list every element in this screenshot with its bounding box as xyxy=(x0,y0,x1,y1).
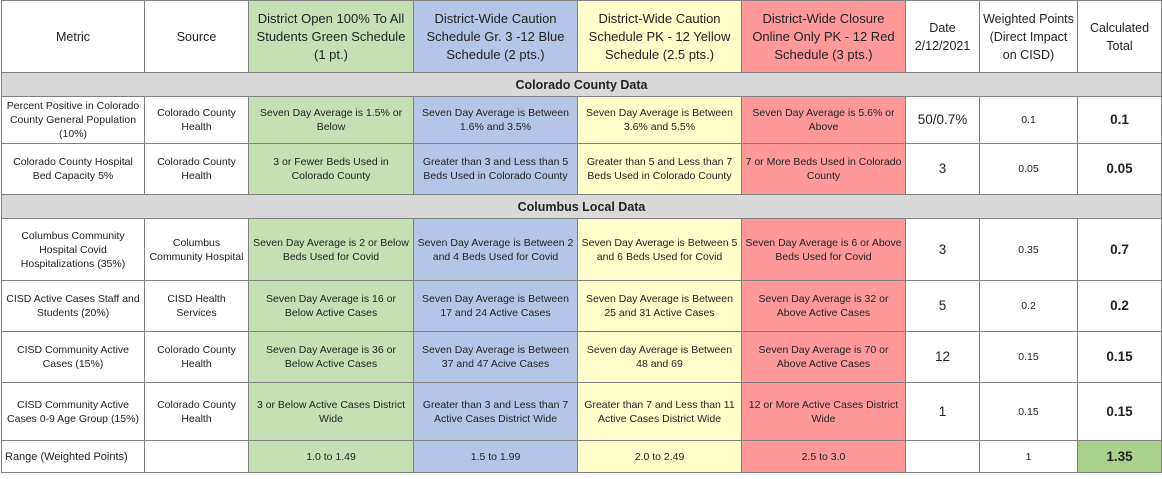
row-yellow-criterion: Seven Day Average is Between 25 and 31 A… xyxy=(577,280,742,332)
row-yellow-criterion: Seven Day Average is Between 5 and 6 Bed… xyxy=(577,218,742,281)
row-total: 0.7 xyxy=(1077,218,1162,281)
range-source xyxy=(144,440,249,473)
row-date-value: 1 xyxy=(905,382,980,441)
row-total: 0.15 xyxy=(1077,331,1162,383)
row-blue-criterion: Greater than 3 and Less than 5 Beds Used… xyxy=(413,143,578,195)
row-date-value: 3 xyxy=(905,143,980,195)
row-source: Colorado County Health xyxy=(144,143,249,195)
row-date-value: 5 xyxy=(905,280,980,332)
row-red-criterion: Seven Day Average is 5.6% or Above xyxy=(741,96,906,144)
row-metric: Colorado County Hospital Bed Capacity 5% xyxy=(1,143,145,195)
range-green: 1.0 to 1.49 xyxy=(248,440,414,473)
row-green-criterion: Seven Day Average is 1.5% or Below xyxy=(248,96,414,144)
row-metric: Percent Positive in Colorado County Gene… xyxy=(1,96,145,144)
row-date-value: 12 xyxy=(905,331,980,383)
header-date: Date 2/12/2021 xyxy=(905,0,980,73)
row-red-criterion: Seven Day Average is 70 or Above Active … xyxy=(741,331,906,383)
row-green-criterion: 3 or Fewer Beds Used in Colorado County xyxy=(248,143,414,195)
row-blue-criterion: Seven Day Average is Between 37 and 47 A… xyxy=(413,331,578,383)
section-row-county: Colorado County Data xyxy=(1,72,1162,97)
row-source: Colorado County Health xyxy=(144,331,249,383)
row-weight: 0.35 xyxy=(979,218,1078,281)
table-row: CISD Community Active Cases (15%) Colora… xyxy=(1,331,1162,383)
row-blue-criterion: Seven Day Average is Between 2 and 4 Bed… xyxy=(413,218,578,281)
row-source: Colorado County Health xyxy=(144,382,249,441)
row-yellow-criterion: Seven day Average is Between 48 and 69 xyxy=(577,331,742,383)
header-red-schedule: District-Wide Closure Online Only PK - 1… xyxy=(741,0,906,73)
header-yellow-schedule: District-Wide Caution Schedule PK - 12 Y… xyxy=(577,0,742,73)
header-blue-schedule: District-Wide Caution Schedule Gr. 3 -12… xyxy=(413,0,578,73)
range-date-value xyxy=(905,440,980,473)
row-source: CISD Health Services xyxy=(144,280,249,332)
row-weight: 0.15 xyxy=(979,382,1078,441)
row-red-criterion: 12 or More Active Cases District Wide xyxy=(741,382,906,441)
row-weight: 0.15 xyxy=(979,331,1078,383)
header-calculated-total: Calculated Total xyxy=(1077,0,1162,73)
range-yellow: 2.0 to 2.49 xyxy=(577,440,742,473)
table-row: Percent Positive in Colorado County Gene… xyxy=(1,96,1162,144)
header-source: Source xyxy=(144,0,249,73)
header-metric: Metric xyxy=(1,0,145,73)
row-metric: CISD Community Active Cases (15%) xyxy=(1,331,145,383)
range-blue: 1.5 to 1.99 xyxy=(413,440,578,473)
row-metric: CISD Active Cases Staff and Students (20… xyxy=(1,280,145,332)
row-red-criterion: 7 or More Beds Used in Colorado County xyxy=(741,143,906,195)
range-weight-total: 1 xyxy=(979,440,1078,473)
header-row: Metric Source District Open 100% To All … xyxy=(1,0,1162,73)
header-green-schedule: District Open 100% To All Students Green… xyxy=(248,0,414,73)
row-yellow-criterion: Greater than 5 and Less than 7 Beds Used… xyxy=(577,143,742,195)
header-weighted-points: Weighted Points (Direct Impact on CISD) xyxy=(979,0,1078,73)
row-source: Columbus Community Hospital xyxy=(144,218,249,281)
range-label: Range (Weighted Points) xyxy=(1,440,145,473)
row-weight: 0.2 xyxy=(979,280,1078,332)
range-calculated-total: 1.35 xyxy=(1077,440,1162,473)
table-row: CISD Community Active Cases 0-9 Age Grou… xyxy=(1,382,1162,441)
row-yellow-criterion: Seven Day Average is Between 3.6% and 5.… xyxy=(577,96,742,144)
table-row: CISD Active Cases Staff and Students (20… xyxy=(1,280,1162,332)
table-row: Colorado County Hospital Bed Capacity 5%… xyxy=(1,143,1162,195)
row-green-criterion: Seven Day Average is 16 or Below Active … xyxy=(248,280,414,332)
range-row: Range (Weighted Points) 1.0 to 1.49 1.5 … xyxy=(1,440,1162,473)
row-total: 0.1 xyxy=(1077,96,1162,144)
row-blue-criterion: Seven Day Average is Between 17 and 24 A… xyxy=(413,280,578,332)
row-date-value: 3 xyxy=(905,218,980,281)
row-weight: 0.05 xyxy=(979,143,1078,195)
row-date-value: 50/0.7% xyxy=(905,96,980,144)
row-total: 0.15 xyxy=(1077,382,1162,441)
row-metric: Columbus Community Hospital Covid Hospit… xyxy=(1,218,145,281)
row-total: 0.05 xyxy=(1077,143,1162,195)
table-row: Columbus Community Hospital Covid Hospit… xyxy=(1,218,1162,281)
section-title-local: Columbus Local Data xyxy=(1,194,1162,219)
row-red-criterion: Seven Day Average is 32 or Above Active … xyxy=(741,280,906,332)
row-blue-criterion: Greater than 3 and Less than 7 Active Ca… xyxy=(413,382,578,441)
row-metric: CISD Community Active Cases 0-9 Age Grou… xyxy=(1,382,145,441)
row-yellow-criterion: Greater than 7 and Less than 11 Active C… xyxy=(577,382,742,441)
row-green-criterion: Seven Day Average is 2 or Below Beds Use… xyxy=(248,218,414,281)
row-green-criterion: 3 or Below Active Cases District Wide xyxy=(248,382,414,441)
row-total: 0.2 xyxy=(1077,280,1162,332)
section-title-county: Colorado County Data xyxy=(1,72,1162,97)
row-weight: 0.1 xyxy=(979,96,1078,144)
section-row-local: Columbus Local Data xyxy=(1,194,1162,219)
row-green-criterion: Seven Day Average is 36 or Below Active … xyxy=(248,331,414,383)
row-red-criterion: Seven Day Average is 6 or Above Beds Use… xyxy=(741,218,906,281)
row-source: Colorado County Health xyxy=(144,96,249,144)
range-red: 2.5 to 3.0 xyxy=(741,440,906,473)
row-blue-criterion: Seven Day Average is Between 1.6% and 3.… xyxy=(413,96,578,144)
